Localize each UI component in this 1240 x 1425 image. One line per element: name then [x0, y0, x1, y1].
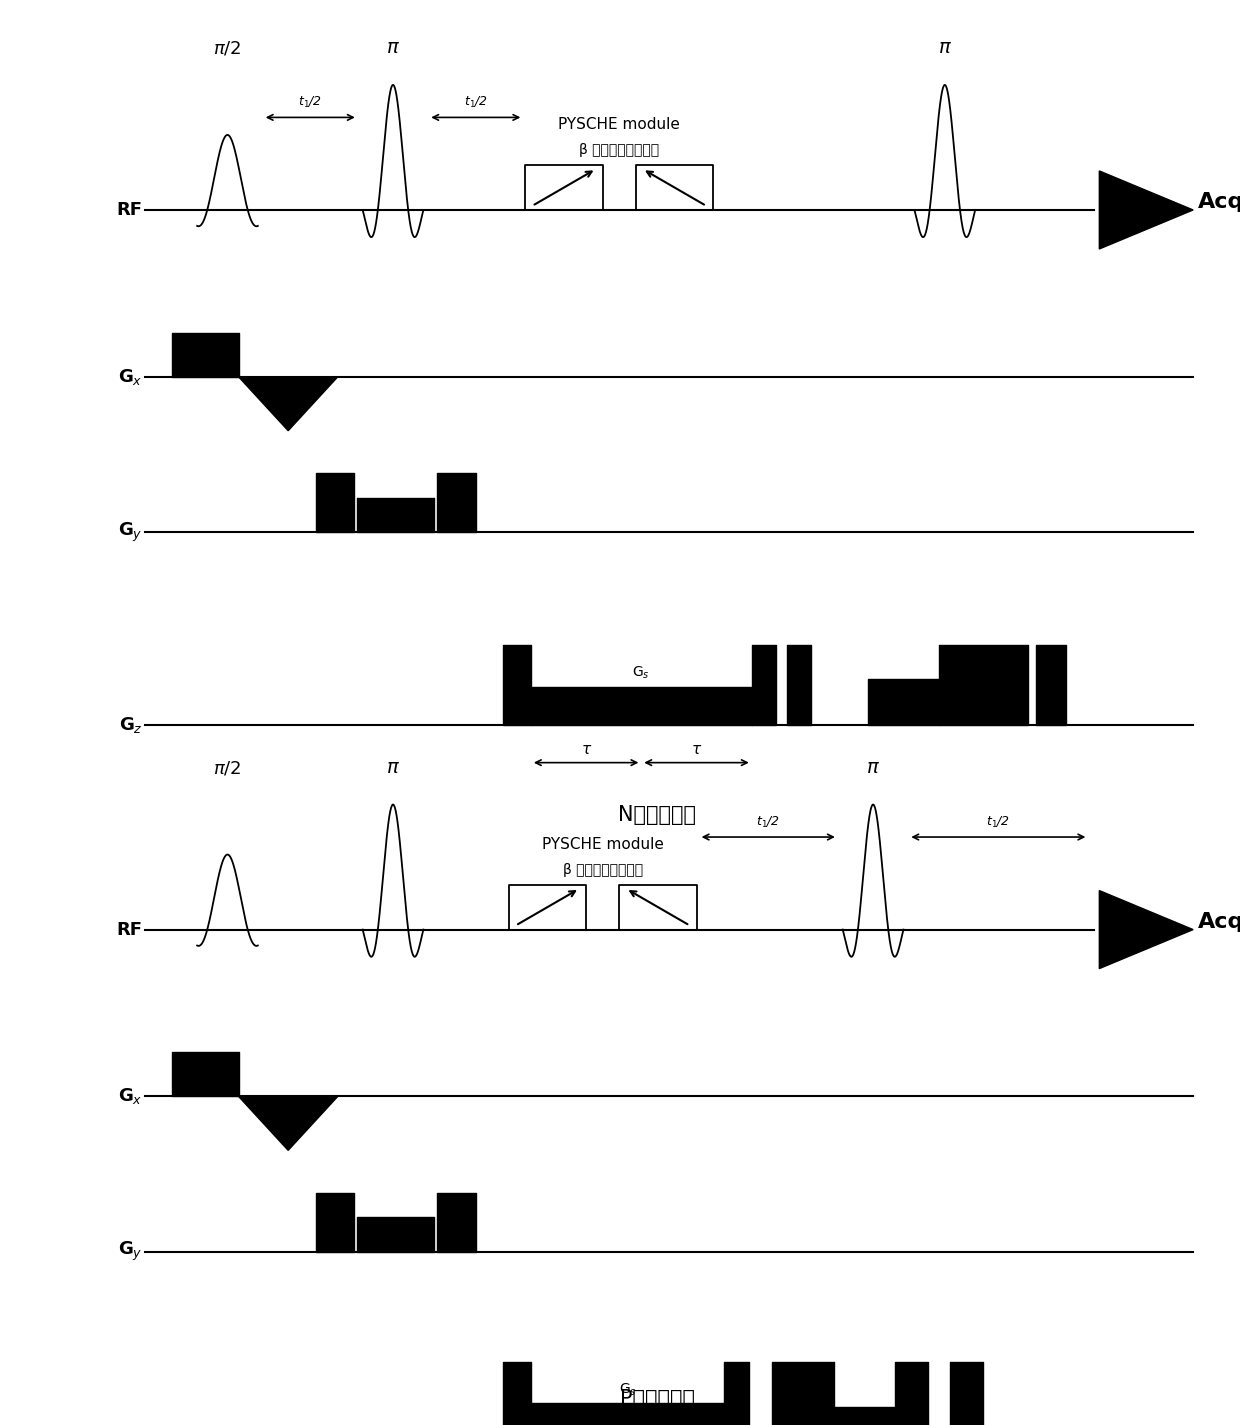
Text: $\pi$: $\pi$	[866, 758, 880, 777]
Text: G$_s$: G$_s$	[619, 1382, 636, 1398]
Text: G$_x$: G$_x$	[118, 1086, 143, 1106]
Text: $\pi$: $\pi$	[386, 38, 401, 57]
Polygon shape	[1100, 891, 1193, 969]
Text: t$_1$/2: t$_1$/2	[464, 95, 487, 110]
Text: N型谱图序列: N型谱图序列	[619, 805, 696, 825]
Text: Acq: Acq	[1198, 192, 1240, 212]
Text: t$_1$/2: t$_1$/2	[299, 95, 322, 110]
Text: G$_s$: G$_s$	[632, 665, 650, 681]
Text: $\pi/2$: $\pi/2$	[213, 760, 242, 777]
Text: $\pi$: $\pi$	[386, 758, 401, 777]
Text: β 翻转角的扫频脉冲: β 翻转角的扫频脉冲	[563, 864, 642, 876]
Text: G$_z$: G$_z$	[119, 715, 143, 735]
Text: G$_y$: G$_y$	[118, 520, 143, 544]
Text: RF: RF	[117, 921, 143, 939]
Polygon shape	[238, 1096, 337, 1150]
Polygon shape	[1100, 171, 1193, 249]
Text: $\pi/2$: $\pi/2$	[213, 40, 242, 57]
Text: PYSCHE module: PYSCHE module	[558, 117, 681, 133]
Polygon shape	[238, 376, 337, 430]
Text: PYSCHE module: PYSCHE module	[542, 836, 663, 852]
Text: τ: τ	[582, 741, 590, 757]
Text: t$_1$/2: t$_1$/2	[756, 815, 780, 829]
Text: $\pi$: $\pi$	[937, 38, 952, 57]
Text: β 翻转角的扫频脉冲: β 翻转角的扫频脉冲	[579, 144, 660, 157]
Text: Acq: Acq	[1198, 912, 1240, 932]
Text: t$_1$/2: t$_1$/2	[986, 815, 1011, 829]
Text: RF: RF	[117, 201, 143, 219]
Text: τ: τ	[692, 741, 701, 757]
Text: P型谱图序列: P型谱图序列	[620, 1389, 694, 1409]
Text: G$_x$: G$_x$	[118, 366, 143, 386]
Text: G$_y$: G$_y$	[118, 1240, 143, 1264]
